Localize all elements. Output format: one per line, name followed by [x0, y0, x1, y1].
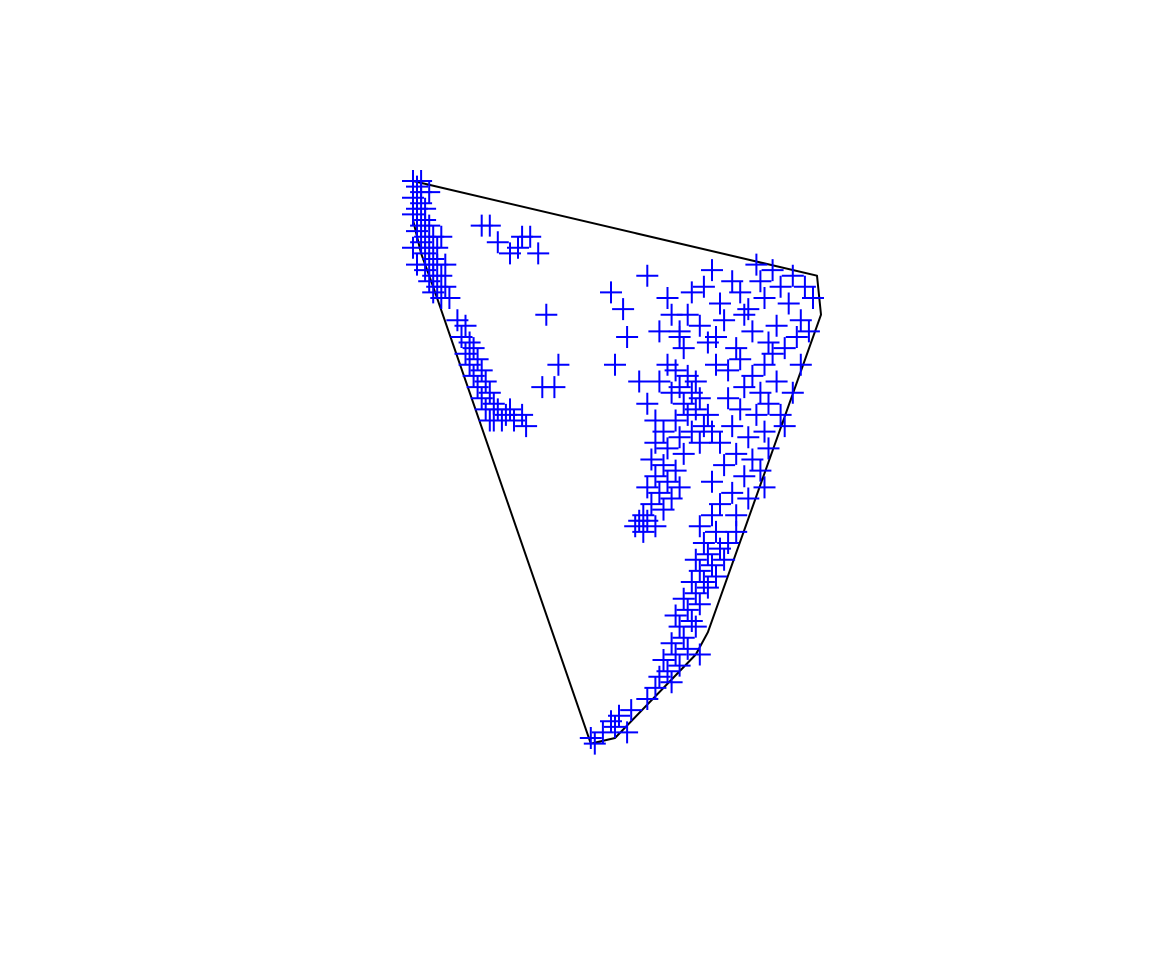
plot-background [0, 0, 1152, 960]
scatter-plot [0, 0, 1152, 960]
